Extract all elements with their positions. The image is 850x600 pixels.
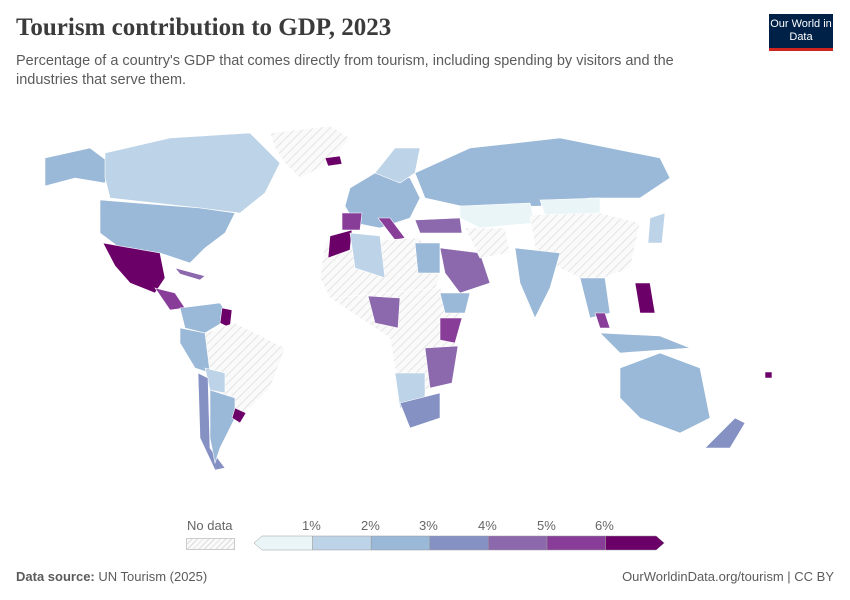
legend-bin[interactable]: [605, 535, 665, 551]
country-scandinavia[interactable]: [374, 147, 421, 184]
data-source: Data source: UN Tourism (2025): [16, 569, 207, 584]
legend-bin[interactable]: [546, 535, 606, 551]
country-colombia-venezuela[interactable]: [179, 302, 231, 334]
country-saudi[interactable]: [439, 247, 491, 294]
source-value: UN Tourism (2025): [98, 569, 208, 584]
country-south-africa[interactable]: [399, 392, 441, 429]
legend-tick: 3%: [419, 518, 438, 533]
country-new-zealand[interactable]: [704, 417, 746, 449]
country-greenland[interactable]: [269, 125, 351, 179]
country-cuba-caribbean[interactable]: [174, 267, 206, 281]
country-italy-greece[interactable]: [377, 217, 406, 241]
owid-logo[interactable]: Our World in Data: [769, 14, 833, 51]
country-malaysia[interactable]: [594, 312, 611, 329]
country-kazakhstan[interactable]: [459, 202, 536, 229]
country-southern-africa[interactable]: [424, 345, 459, 389]
country-central-america[interactable]: [154, 287, 186, 311]
country-peru-ecuador[interactable]: [179, 327, 211, 374]
country-uruguay[interactable]: [231, 407, 247, 424]
country-ethiopia[interactable]: [439, 292, 471, 314]
source-url[interactable]: OurWorldinData.org/tourism | CC BY: [622, 569, 834, 584]
country-philippines[interactable]: [634, 282, 656, 314]
country-turkey[interactable]: [414, 217, 463, 234]
source-label: Data source:: [16, 569, 95, 584]
legend-tick: 4%: [478, 518, 497, 533]
country-algeria[interactable]: [349, 232, 386, 279]
country-chile[interactable]: [197, 372, 226, 471]
country-iran[interactable]: [464, 227, 511, 259]
country-angola[interactable]: [367, 295, 401, 329]
legend-bin[interactable]: [370, 535, 431, 551]
country-iceland[interactable]: [324, 155, 343, 167]
country-southeast-asia[interactable]: [579, 277, 611, 319]
country-australia[interactable]: [619, 352, 711, 434]
country-morocco[interactable]: [327, 229, 353, 259]
country-canada[interactable]: [104, 132, 281, 214]
legend-tick: 5%: [537, 518, 556, 533]
country-mexico[interactable]: [102, 242, 166, 294]
legend-tick: 1%: [302, 518, 321, 533]
legend: No data 1% 2% 3% 4% 5% 6%: [0, 515, 850, 555]
chart-subtitle: Percentage of a country's GDP that comes…: [16, 53, 674, 88]
legend-no-data-label: No data: [187, 518, 233, 533]
legend-no-data-swatch[interactable]: [186, 538, 235, 550]
legend-tick: 6%: [595, 518, 614, 533]
country-usa[interactable]: [99, 199, 236, 264]
legend-color-scale[interactable]: [254, 535, 666, 551]
country-tanzania[interactable]: [439, 317, 463, 344]
legend-bin[interactable]: [488, 535, 548, 551]
legend-bin[interactable]: [429, 535, 489, 551]
country-russia[interactable]: [414, 137, 671, 209]
country-india[interactable]: [514, 247, 561, 319]
country-argentina[interactable]: [209, 389, 236, 465]
country-mongolia[interactable]: [539, 197, 601, 216]
country-fiji[interactable]: [764, 371, 773, 379]
country-alaska[interactable]: [44, 147, 111, 187]
country-egypt[interactable]: [414, 242, 441, 274]
country-spain-portugal[interactable]: [341, 212, 363, 231]
world-map[interactable]: [0, 118, 850, 513]
chart-title: Tourism contribution to GDP, 2023: [16, 14, 392, 41]
country-japan[interactable]: [647, 212, 666, 244]
country-indonesia[interactable]: [599, 332, 691, 354]
legend-bin[interactable]: [312, 535, 372, 551]
legend-bin[interactable]: [254, 535, 313, 551]
legend-tick: 2%: [361, 518, 380, 533]
